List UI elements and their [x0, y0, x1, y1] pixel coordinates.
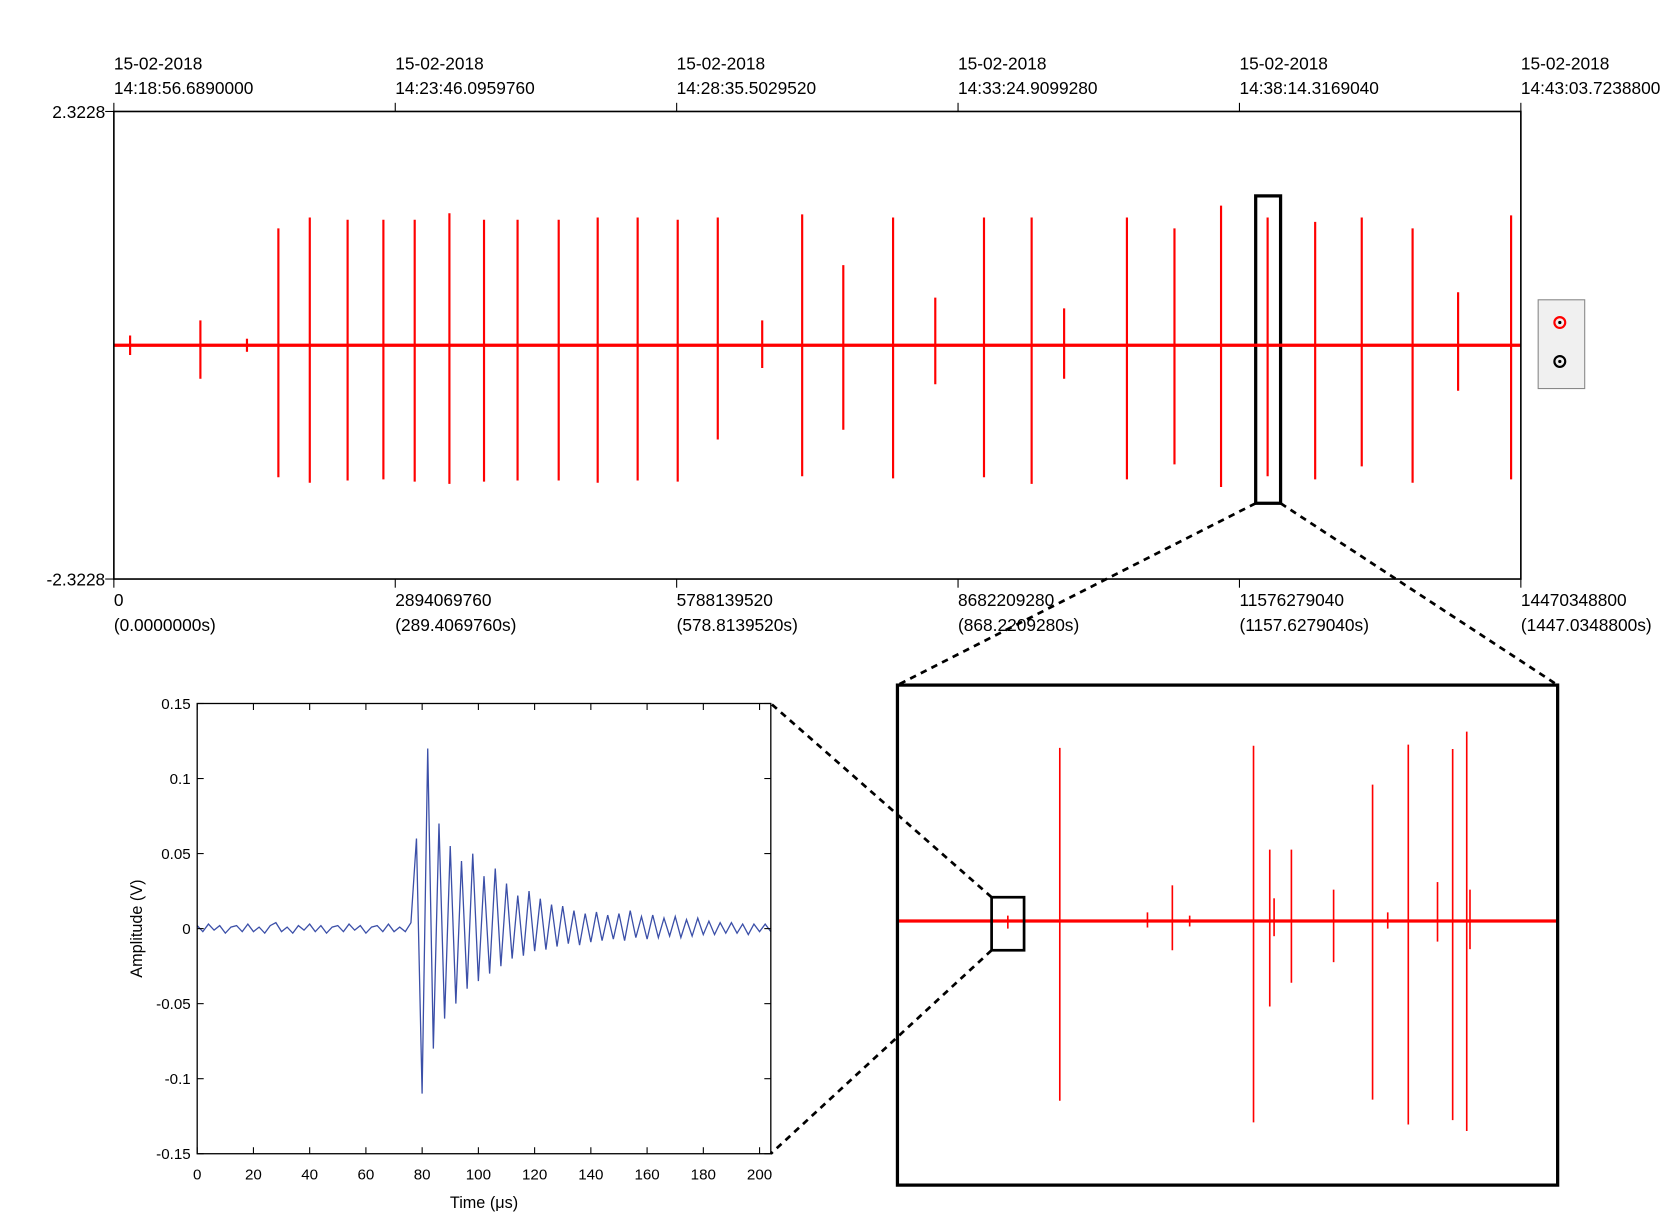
x-tick-label: 2894069760	[395, 590, 491, 610]
x-tick-seconds: (578.8139520s)	[677, 615, 798, 635]
x-tick-label: 140	[578, 1167, 603, 1184]
plot-frame	[113, 110, 1522, 580]
highlight-box	[1254, 194, 1283, 505]
legend-icon	[1553, 316, 1567, 330]
x-tick-label: 60	[357, 1167, 374, 1184]
y-tick-label: -0.1	[165, 1071, 191, 1088]
x-tick-seconds: (0.0000000s)	[114, 615, 216, 635]
waveform	[196, 748, 772, 1094]
x-tick-label: 20	[245, 1167, 262, 1184]
zoom-connector	[1279, 502, 1559, 687]
x-tick-label: 160	[634, 1167, 659, 1184]
y-tick-label: 0.1	[170, 771, 191, 788]
top-tick-time: 14:43:03.7238800	[1521, 78, 1660, 98]
x-tick-label: 0	[193, 1167, 201, 1184]
x-tick-seconds: (1447.0348800s)	[1521, 615, 1652, 635]
legend-icon	[1553, 354, 1567, 368]
top-tick-date: 15-02-2018	[958, 53, 1046, 73]
x-tick-seconds: (868.2209280s)	[958, 615, 1079, 635]
x-tick-label: 80	[414, 1167, 431, 1184]
x-tick-seconds: (289.4069760s)	[395, 615, 516, 635]
x-tick-label: 11576279040	[1239, 590, 1344, 610]
top-tick-date: 15-02-2018	[1239, 53, 1327, 73]
y-axis-label: Amplitude (V)	[128, 879, 146, 977]
top-tick-time: 14:23:46.0959760	[395, 78, 534, 98]
legend-frame	[1537, 299, 1586, 390]
x-tick-label: 8682209280	[958, 590, 1054, 610]
zoom-panel	[898, 731, 1557, 1132]
top-tick-date: 15-02-2018	[677, 53, 765, 73]
y-tick-label: -0.15	[156, 1146, 191, 1163]
x-tick-label: 100	[466, 1167, 491, 1184]
top-tick-time: 14:33:24.9099280	[958, 78, 1097, 98]
y-tick-label: -0.05	[156, 996, 191, 1013]
x-tick-label: 5788139520	[677, 590, 773, 610]
x-tick-label: 120	[522, 1167, 547, 1184]
x-tick-label: 14470348800	[1521, 590, 1627, 610]
top-tick-time: 14:38:14.3169040	[1239, 78, 1378, 98]
y-tick-label: 0.05	[161, 846, 190, 863]
plot-frame	[196, 702, 772, 1155]
zoom-frame	[895, 683, 1560, 1187]
x-axis-label: Time (μs)	[450, 1194, 518, 1212]
legend-box	[1537, 299, 1586, 390]
top-tick-date: 15-02-2018	[395, 53, 483, 73]
x-tick-seconds: (1157.6279040s)	[1239, 615, 1369, 635]
top-tick-time: 14:18:56.6890000	[114, 78, 253, 98]
top-tick-date: 15-02-2018	[114, 53, 202, 73]
y-tick-label: 0	[182, 921, 190, 938]
y-tick-label: -2.3228	[47, 570, 106, 590]
y-tick-label: 2.3228	[52, 102, 105, 122]
x-tick-label: 0	[114, 590, 124, 610]
highlight-box	[990, 895, 1026, 952]
x-tick-label: 180	[691, 1167, 716, 1184]
x-tick-label: 200	[747, 1167, 772, 1184]
zoom-connector	[769, 702, 993, 899]
legend-icon	[1558, 359, 1562, 364]
zoom-connector	[896, 502, 1257, 687]
top-tick-date: 15-02-2018	[1521, 53, 1609, 73]
waveform-chart: 0 20 40 60 80 100 120 140 160 180 200 -0.15 -0.1 -0.0…	[128, 696, 772, 1212]
top-tick-time: 14:28:35.5029520	[677, 78, 816, 98]
x-tick-label: 40	[301, 1167, 318, 1184]
legend-icon	[1558, 320, 1562, 325]
y-tick-label: 0.15	[161, 696, 190, 713]
zoom-connector	[769, 949, 993, 1155]
overview-chart: 0 (0.0000000s) 15-02-2018 14:18:56.6890000 2…	[47, 53, 1661, 635]
